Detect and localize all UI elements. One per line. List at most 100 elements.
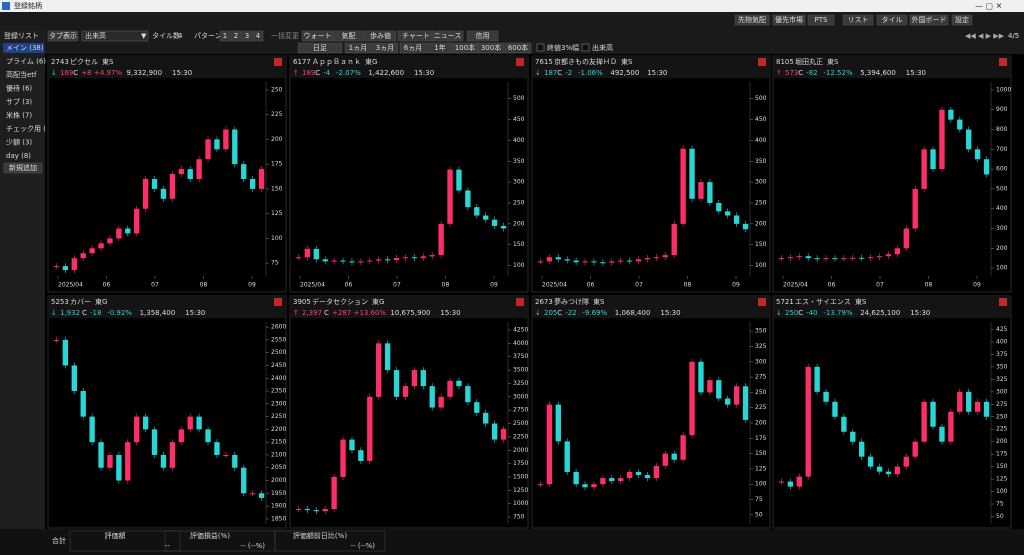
- button[interactable]: [252, 30, 264, 42]
- sidebar-item[interactable]: day (8): [6, 152, 31, 160]
- sidebar-item[interactable]: メイン (38): [6, 44, 44, 52]
- dropdown-value[interactable]: 出来高: [85, 31, 106, 40]
- alert-icon[interactable]: [516, 298, 524, 306]
- button-label[interactable]: タイル: [882, 15, 903, 24]
- candle: [116, 228, 122, 239]
- button-label[interactable]: ニュース: [434, 32, 462, 40]
- button[interactable]: [371, 42, 399, 54]
- dropdown[interactable]: [81, 30, 149, 42]
- button[interactable]: [807, 14, 835, 26]
- button-label[interactable]: PTS: [815, 16, 828, 24]
- nav-arrows: ◀◀ ◀ ▶ ▶▶: [965, 32, 1005, 40]
- alert-icon[interactable]: [274, 298, 282, 306]
- button[interactable]: [399, 42, 427, 54]
- sidebar-item[interactable]: 高配当etf: [6, 70, 37, 79]
- checkbox[interactable]: [581, 43, 590, 52]
- button[interactable]: [504, 42, 532, 54]
- button[interactable]: [772, 14, 806, 26]
- sidebar-item[interactable]: 米株 (7): [6, 111, 32, 120]
- button[interactable]: [466, 30, 499, 42]
- button[interactable]: [332, 30, 365, 42]
- candle: [850, 431, 856, 442]
- y-tick-label: 150: [996, 463, 1008, 470]
- button-label[interactable]: 優先市場: [775, 15, 803, 24]
- button-label[interactable]: 300本: [481, 43, 501, 52]
- button-label[interactable]: タブ表示: [49, 31, 77, 40]
- button-label[interactable]: 歩み値: [370, 31, 391, 40]
- button-label[interactable]: リスト: [848, 16, 869, 24]
- button-label[interactable]: 信用: [476, 31, 490, 40]
- x-tick-label: 08: [442, 282, 450, 289]
- button-label[interactable]: 600本: [508, 43, 528, 52]
- change: -4: [323, 69, 331, 77]
- sidebar-item[interactable]: 優待 (6): [6, 84, 32, 93]
- button[interactable]: [951, 14, 973, 26]
- sidebar-item[interactable]: 少額 (3): [6, 138, 32, 147]
- candle: [340, 439, 346, 477]
- y-tick-label: 200: [996, 438, 1008, 445]
- sidebar-item[interactable]: プライム (6): [6, 58, 46, 66]
- checkbox[interactable]: [536, 43, 545, 52]
- y-tick-label: 125: [271, 210, 283, 217]
- price: 250: [785, 309, 798, 317]
- button[interactable]: [47, 30, 79, 42]
- button-label[interactable]: 新規追加: [9, 163, 37, 172]
- checkbox-label[interactable]: 終値3%幅: [547, 43, 579, 52]
- button[interactable]: [344, 42, 372, 54]
- button-label[interactable]: 1ヵ月: [349, 44, 367, 52]
- y-tick-label: 75: [271, 260, 279, 267]
- candle: [313, 248, 319, 260]
- sidebar-item[interactable]: チェック用 (: [6, 125, 46, 133]
- button-label[interactable]: 6ヵ月: [404, 44, 422, 52]
- tile-count[interactable]: 4: [178, 32, 183, 40]
- button[interactable]: [842, 14, 874, 26]
- alert-icon[interactable]: [758, 58, 766, 66]
- button-label[interactable]: 日足: [313, 44, 327, 52]
- button-label[interactable]: 1年: [434, 43, 445, 52]
- y-tick-label: 1850: [271, 515, 286, 522]
- button-label[interactable]: 4: [256, 32, 261, 40]
- button[interactable]: [734, 14, 770, 26]
- button[interactable]: [297, 42, 343, 54]
- button[interactable]: [3, 162, 43, 174]
- button[interactable]: [241, 30, 253, 42]
- button-label[interactable]: チャート: [402, 32, 430, 40]
- checkbox-label[interactable]: 出来高: [592, 43, 613, 52]
- candle: [402, 386, 409, 397]
- button-label[interactable]: 3ヵ月: [376, 44, 394, 52]
- window-controls[interactable]: — ▢ ✕: [975, 2, 1002, 11]
- button[interactable]: [230, 30, 242, 42]
- alert-icon[interactable]: [516, 58, 524, 66]
- button-label[interactable]: 3: [245, 32, 249, 40]
- alert-icon[interactable]: [999, 58, 1007, 66]
- y-tick-label: 250: [513, 199, 525, 206]
- button-label[interactable]: 2: [234, 32, 238, 40]
- button[interactable]: [477, 42, 505, 54]
- alert-icon[interactable]: [999, 298, 1007, 306]
- button[interactable]: [909, 14, 949, 26]
- x-tick-label: 09: [732, 282, 740, 289]
- stock-name: 京都きもの友禅ＨＤ: [554, 57, 617, 66]
- y-tick-label: 1000: [996, 86, 1011, 93]
- alert-icon[interactable]: [758, 298, 766, 306]
- candle: [456, 380, 462, 387]
- button[interactable]: [431, 30, 464, 42]
- button-label[interactable]: 設定: [955, 15, 969, 24]
- alert-icon[interactable]: [274, 58, 282, 66]
- y-tick-label: 3750: [513, 353, 528, 360]
- button-label[interactable]: 100本: [455, 43, 475, 52]
- sidebar-item[interactable]: サブ (3): [6, 97, 32, 106]
- candle: [62, 339, 69, 366]
- y-tick-label: 100: [513, 262, 525, 269]
- button[interactable]: [876, 14, 908, 26]
- button-label[interactable]: 先物気配: [738, 15, 766, 24]
- y-tick-label: 75: [996, 501, 1004, 508]
- button-label[interactable]: 1: [223, 32, 227, 40]
- button-label[interactable]: ウォート: [304, 32, 332, 40]
- button[interactable]: [219, 30, 231, 42]
- button[interactable]: [364, 30, 397, 42]
- x-tick-label: 06: [103, 282, 111, 289]
- time: 15:30: [647, 69, 667, 77]
- button-label[interactable]: 気配: [342, 31, 356, 40]
- button-label[interactable]: 外国ボード: [912, 15, 947, 24]
